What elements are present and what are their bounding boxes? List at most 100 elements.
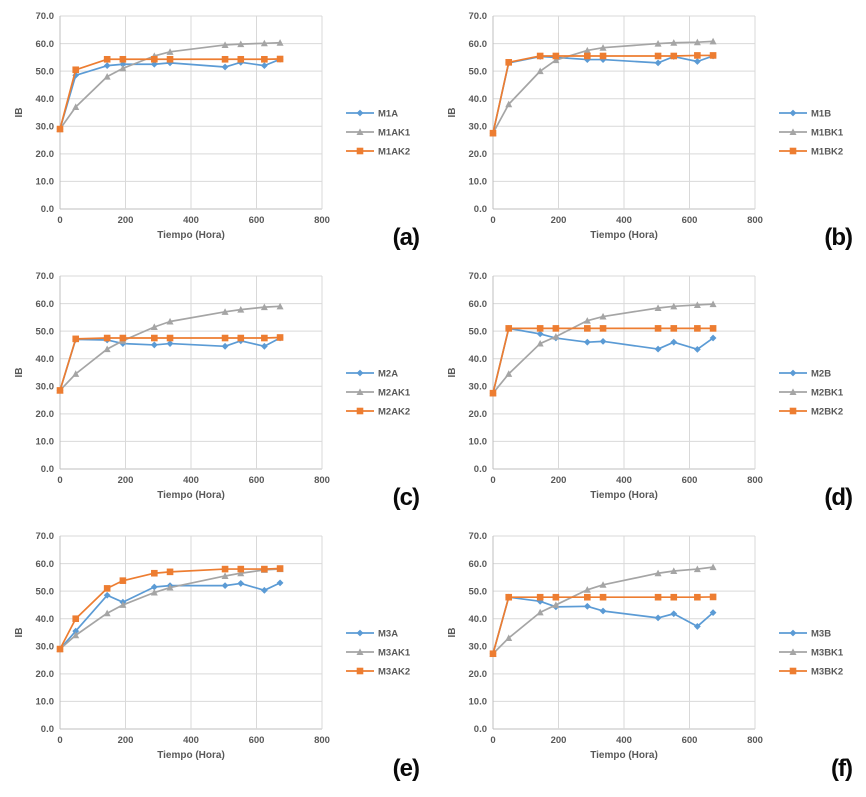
- marker-square: [505, 325, 513, 332]
- marker-square: [261, 565, 268, 573]
- y-tick-label: 40.0: [469, 614, 488, 625]
- marker-diamond: [789, 369, 797, 377]
- x-tick-label: 200: [551, 215, 567, 226]
- y-tick-label: 70.0: [469, 11, 488, 22]
- marker-square: [103, 585, 111, 592]
- marker-square: [599, 325, 607, 332]
- marker-triangle: [654, 304, 662, 311]
- marker-triangle: [237, 306, 245, 313]
- legend-item-M3BK1: M3BK1: [779, 647, 844, 658]
- y-tick-label: 50.0: [36, 586, 55, 597]
- x-tick-label: 200: [551, 735, 567, 746]
- marker-triangle: [166, 48, 174, 55]
- marker-diamond: [150, 341, 158, 349]
- y-tick-label: 10.0: [469, 437, 488, 448]
- marker-square: [356, 667, 364, 675]
- x-tick-label: 600: [249, 215, 265, 226]
- marker-triangle: [789, 648, 797, 655]
- series-line-M1BK1: [492, 40, 714, 134]
- chart-canvas-e: 0.0 10.0 20.0 30.0 40.0 50.0 60.0 70.0 0 200 400 60…: [14, 531, 411, 761]
- legend-label: M3A: [378, 628, 398, 639]
- legend-item-M3B: M3B: [779, 628, 831, 639]
- marker-triangle: [583, 317, 591, 324]
- marker-diamond: [654, 345, 662, 353]
- x-tick-label: 800: [314, 475, 330, 486]
- series-line-M2AK1: [59, 305, 281, 392]
- marker-square: [221, 334, 229, 342]
- marker-diamond: [599, 607, 607, 615]
- y-tick-label: 40.0: [36, 94, 55, 105]
- y-axis-title: IB: [14, 628, 25, 638]
- marker-triangle: [654, 569, 662, 577]
- marker-triangle: [103, 345, 111, 353]
- legend-item-M2BK2: M2BK2: [779, 406, 843, 417]
- x-tick-label: 800: [747, 475, 763, 486]
- marker-square: [536, 593, 544, 601]
- legend-label: M1BK2: [811, 146, 843, 157]
- legend-item-M3AK1: M3AK1: [346, 647, 411, 658]
- y-tick-label: 10.0: [36, 697, 55, 708]
- x-tick-label: 400: [183, 215, 199, 226]
- marker-diamond: [103, 591, 111, 599]
- legend-item-M1AK2: M1AK2: [346, 146, 410, 157]
- legend-item-M1BK1: M1BK1: [779, 127, 844, 138]
- legend-label: M2AK1: [378, 387, 411, 398]
- marker-diamond: [709, 334, 717, 342]
- series-line-M2A: [59, 337, 281, 391]
- marker-triangle: [237, 569, 245, 577]
- marker-diamond: [356, 109, 364, 117]
- x-tick-label: 800: [314, 215, 330, 226]
- y-tick-label: 30.0: [469, 641, 488, 652]
- marker-square: [237, 55, 245, 63]
- series-line-M2AK2: [59, 336, 281, 391]
- y-tick-label: 0.0: [41, 464, 54, 475]
- series-line-M2B: [492, 327, 714, 394]
- series-line-M3AK1: [59, 568, 281, 650]
- marker-square: [276, 55, 284, 63]
- chart-canvas-d: 0.0 10.0 20.0 30.0 40.0 50.0 60.0 70.0 0 200 400 60…: [447, 271, 844, 501]
- chart-panel-d: 0.0 10.0 20.0 30.0 40.0 50.0 60.0 70.0 0 200 400 60…: [433, 260, 866, 520]
- legend-label: M3BK2: [811, 666, 843, 677]
- series-line-M3BK2: [492, 596, 714, 654]
- y-axis-title: IB: [447, 628, 458, 638]
- marker-square: [276, 334, 284, 341]
- marker-triangle: [599, 44, 607, 51]
- marker-diamond: [583, 338, 591, 346]
- series-line-M1AK1: [59, 41, 281, 130]
- marker-triangle: [150, 323, 158, 331]
- legend-label: M1AK1: [378, 127, 411, 138]
- y-tick-label: 40.0: [36, 614, 55, 625]
- y-tick-label: 30.0: [36, 121, 55, 132]
- marker-square: [72, 66, 80, 74]
- y-tick-label: 50.0: [36, 326, 55, 337]
- series-line-M3B: [492, 596, 714, 654]
- marker-triangle: [536, 339, 544, 347]
- marker-diamond: [260, 62, 268, 70]
- x-tick-label: 200: [118, 475, 134, 486]
- marker-triangle: [709, 300, 717, 308]
- marker-square: [56, 387, 64, 394]
- series-line-M1A: [59, 58, 281, 130]
- marker-square: [536, 52, 544, 60]
- y-tick-label: 20.0: [36, 149, 55, 160]
- chart-canvas-a: 0.0 10.0 20.0 30.0 40.0 50.0 60.0 70.0 0 200 400 60…: [14, 11, 411, 241]
- y-tick-label: 30.0: [36, 641, 55, 652]
- marker-square: [166, 334, 174, 342]
- marker-triangle: [789, 128, 797, 135]
- legend-label: M3AK1: [378, 647, 411, 658]
- y-tick-label: 20.0: [469, 409, 488, 420]
- legend-item-M1A: M1A: [346, 108, 398, 119]
- marker-triangle: [166, 317, 174, 325]
- marker-diamond: [789, 109, 797, 117]
- marker-triangle: [166, 583, 174, 591]
- marker-diamond: [150, 583, 158, 591]
- series-line-M3BK1: [492, 566, 714, 655]
- marker-triangle: [276, 302, 284, 310]
- y-tick-label: 10.0: [36, 177, 55, 188]
- y-tick-label: 20.0: [469, 669, 488, 680]
- marker-triangle: [505, 370, 513, 377]
- marker-square: [584, 52, 591, 60]
- marker-square: [694, 593, 701, 601]
- y-tick-label: 70.0: [36, 11, 55, 22]
- y-axis-title: IB: [14, 108, 25, 118]
